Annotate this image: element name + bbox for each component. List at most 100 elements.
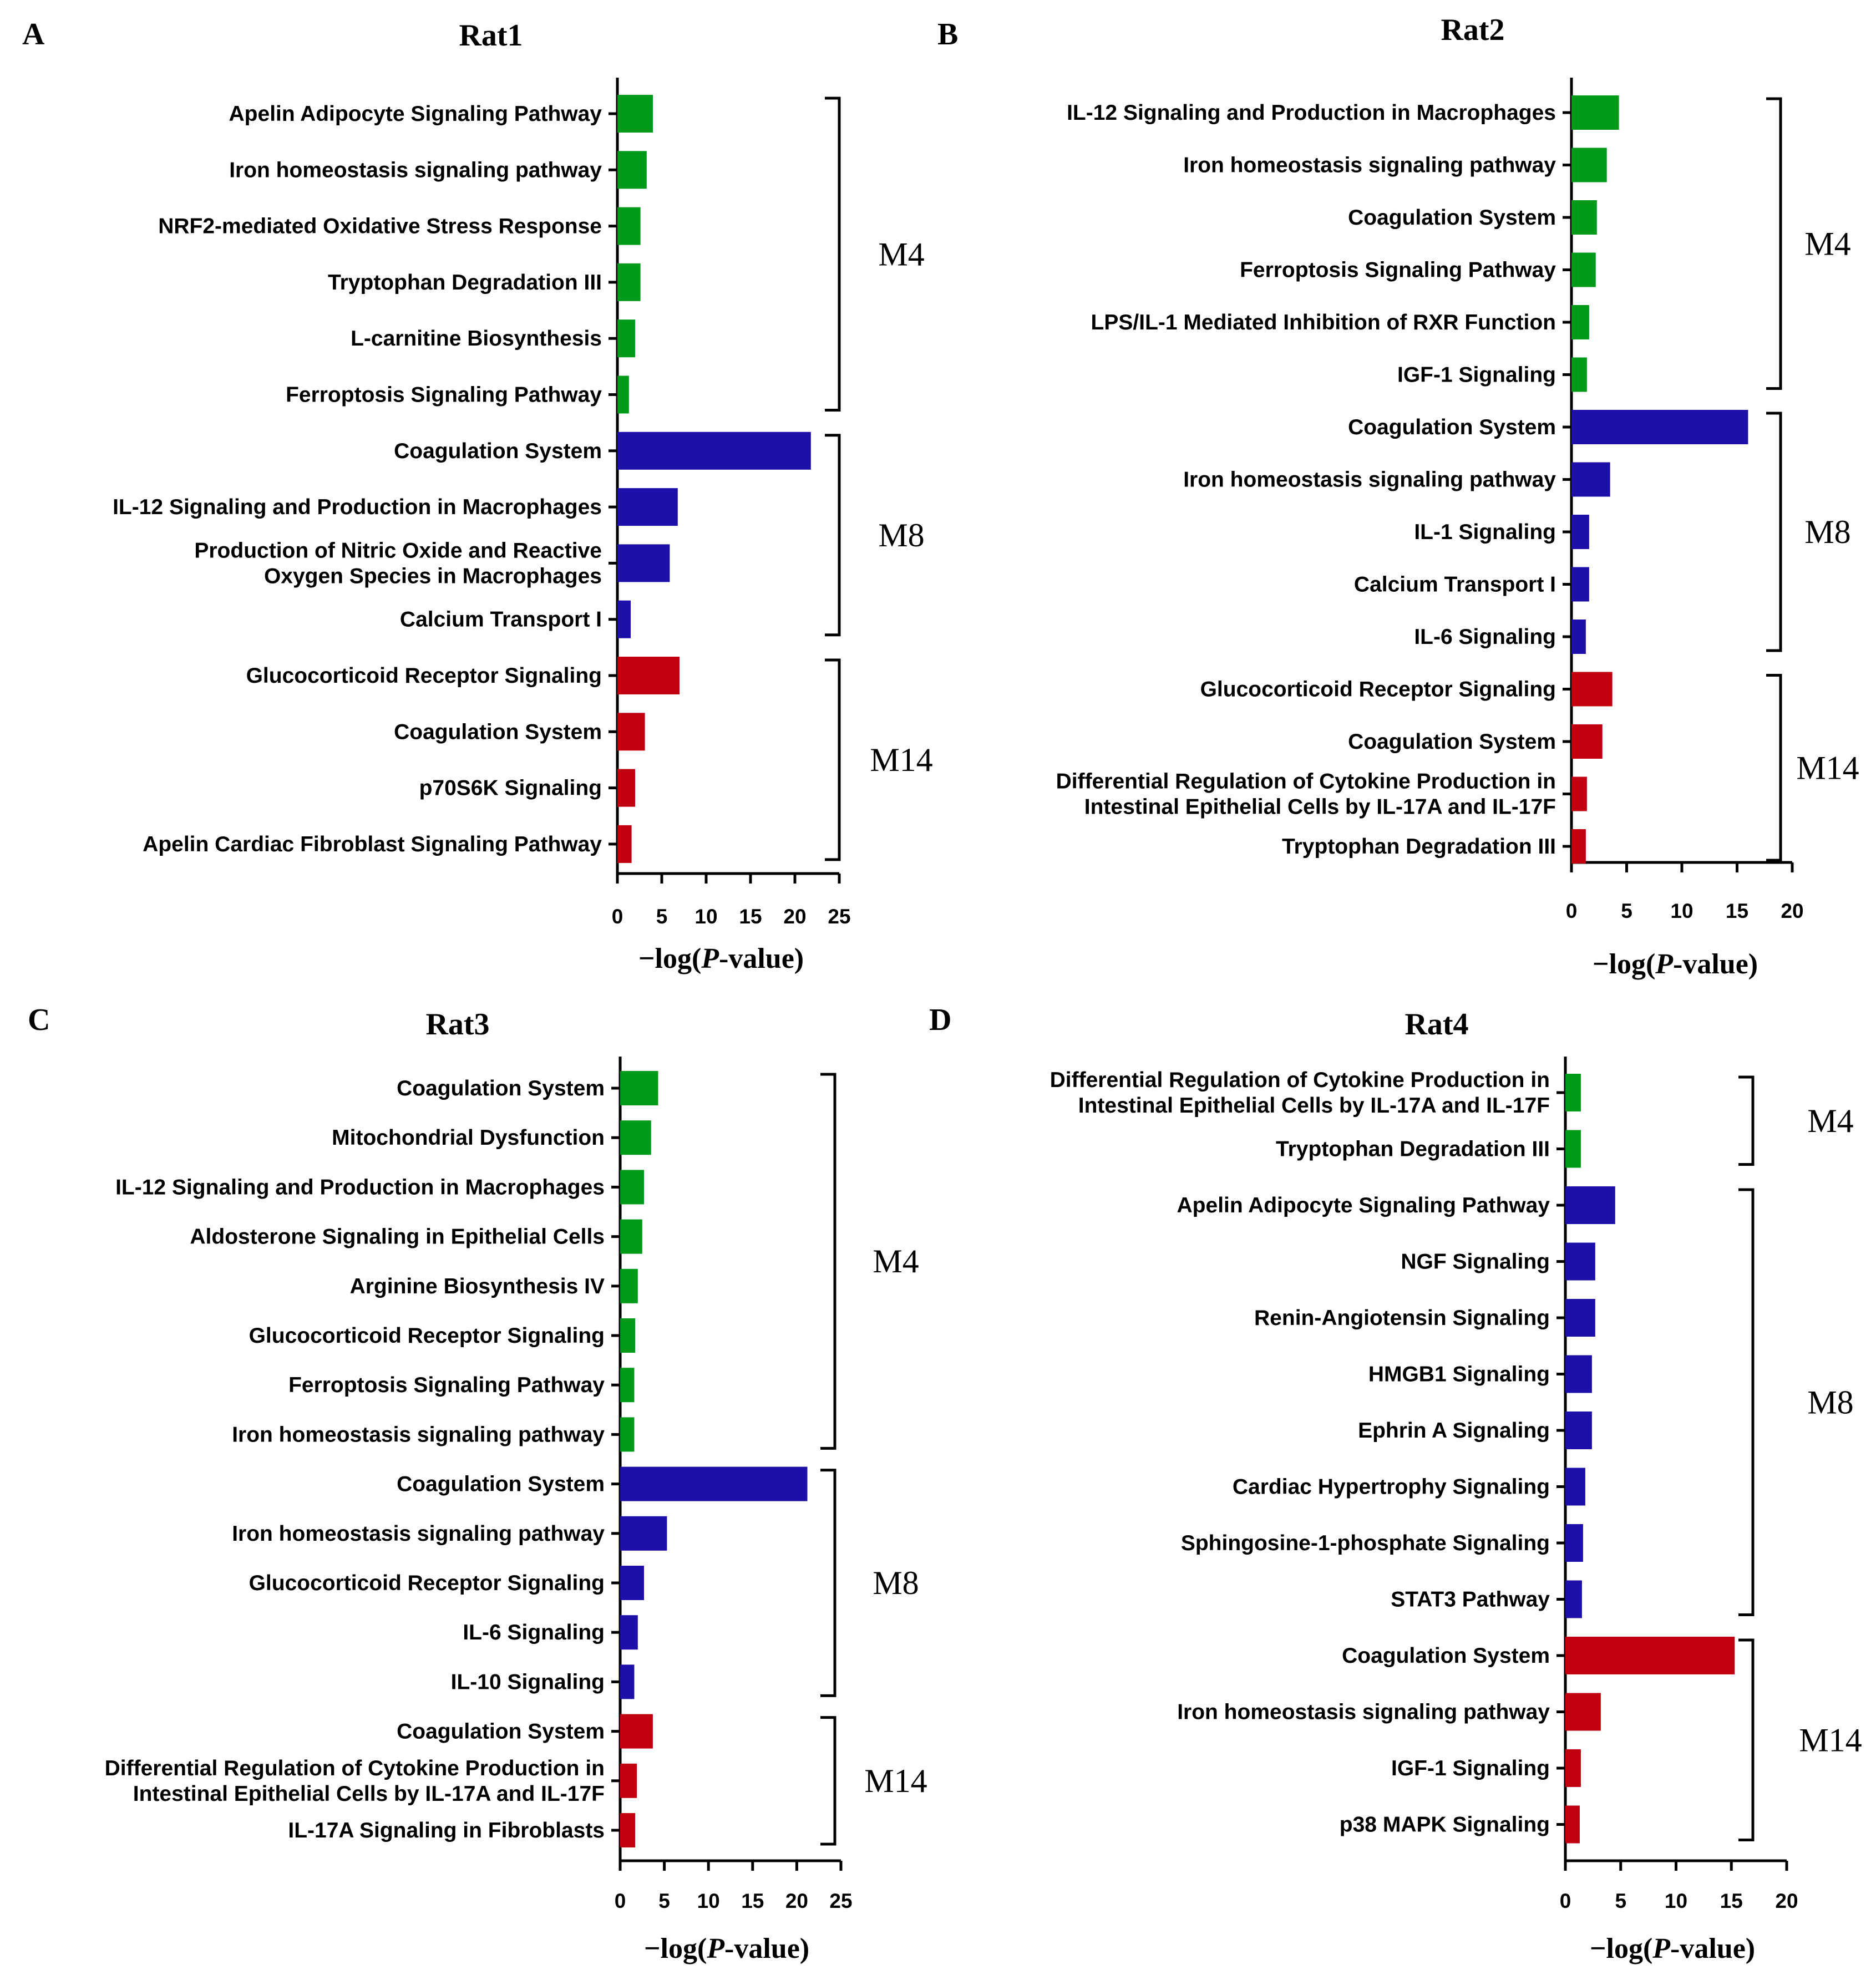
category-label: Calcium Transport I bbox=[1354, 573, 1556, 597]
bar-m14 bbox=[620, 1813, 636, 1847]
module-bracket bbox=[1766, 97, 1782, 390]
bar-m14 bbox=[1565, 1693, 1601, 1731]
x-axis-label: −log(P-value) bbox=[644, 1933, 809, 1964]
category-label: IL-10 Signaling bbox=[451, 1670, 605, 1694]
module-label: M4 bbox=[873, 1243, 919, 1280]
category-label: IL-12 Signaling and Production in Macrop… bbox=[113, 495, 602, 519]
category-label: p70S6K Signaling bbox=[419, 776, 602, 800]
category-label: L-carnitine Biosynthesis bbox=[351, 327, 602, 351]
x-axis-label: −log(P-value) bbox=[1593, 948, 1758, 980]
category-label: NRF2-mediated Oxidative Stress Response bbox=[158, 215, 602, 238]
bar-m4 bbox=[1571, 95, 1619, 130]
module-bracket bbox=[825, 97, 841, 412]
x-tick-label: 15 bbox=[741, 1890, 764, 1912]
category-label: Apelin Adipocyte Signaling Pathway bbox=[1177, 1194, 1550, 1217]
bar-m8 bbox=[1565, 1580, 1582, 1618]
x-tick-label: 5 bbox=[1621, 900, 1632, 922]
category-label: Glucocorticoid Receptor Signaling bbox=[246, 664, 602, 688]
module-bracket bbox=[1766, 412, 1782, 652]
category-label: Iron homeostasis signaling pathway bbox=[1183, 154, 1556, 177]
x-tick-label: 0 bbox=[1560, 1890, 1571, 1912]
x-tick-label: 0 bbox=[1566, 900, 1578, 922]
category-label: Sphingosine-1-phosphate Signaling bbox=[1181, 1531, 1550, 1555]
bar-m8 bbox=[617, 488, 678, 526]
module-label: M4 bbox=[1804, 225, 1850, 262]
category-label: Apelin Cardiac Fibroblast Signaling Path… bbox=[143, 832, 602, 856]
x-tick-label: 5 bbox=[658, 1890, 670, 1912]
category-label: Mitochondrial Dysfunction bbox=[332, 1126, 605, 1150]
bar-m8 bbox=[1571, 515, 1589, 549]
bar-m4 bbox=[620, 1170, 644, 1205]
module-label: M14 bbox=[870, 742, 932, 778]
category-label: Glucocorticoid Receptor Signaling bbox=[1200, 678, 1556, 702]
x-tick-label: 20 bbox=[783, 905, 806, 928]
chart-title: Rat2 bbox=[1441, 13, 1504, 47]
category-label: Iron homeostasis signaling pathway bbox=[1177, 1700, 1550, 1724]
bar-m4 bbox=[1571, 252, 1596, 287]
bar-m8 bbox=[1571, 620, 1586, 654]
category-label: Production of Nitric Oxide and Reactive O… bbox=[194, 539, 602, 588]
bar-m4 bbox=[620, 1368, 635, 1403]
category-label: Iron homeostasis signaling pathway bbox=[232, 1423, 605, 1446]
bar-m8 bbox=[1571, 567, 1589, 602]
chart-title: Rat3 bbox=[425, 1007, 489, 1042]
panel-letter: A bbox=[22, 17, 45, 52]
panel-c: C Rat3 0 5 10 15 20 25 −log(P-value) Coagulation … bbox=[28, 1003, 927, 1964]
module-label: M8 bbox=[873, 1565, 919, 1601]
category-label: Apelin Adipocyte Signaling Pathway bbox=[229, 102, 602, 126]
category-label: Differential Regulation of Cytokine Prod… bbox=[105, 1756, 605, 1806]
category-label: Differential Regulation of Cytokine Prod… bbox=[1050, 1068, 1550, 1118]
bar-m4 bbox=[617, 207, 641, 245]
category-label: Coagulation System bbox=[1348, 415, 1556, 439]
bar-m14 bbox=[617, 769, 635, 807]
bar-m4 bbox=[617, 319, 635, 358]
bar-m8 bbox=[1565, 1355, 1592, 1393]
panel-b: B Rat2 0 5 10 15 20 −log(P-value) IL-12 Signalin… bbox=[937, 13, 1859, 980]
bar-m8 bbox=[617, 600, 631, 638]
bar-m8 bbox=[620, 1664, 635, 1699]
bar-m8 bbox=[1571, 462, 1610, 497]
x-tick-label: 20 bbox=[785, 1890, 808, 1912]
bar-m4 bbox=[620, 1318, 636, 1353]
bar-m14 bbox=[1565, 1749, 1581, 1787]
category-label: Coagulation System bbox=[397, 1720, 605, 1744]
x-tick-label: 25 bbox=[829, 1890, 852, 1912]
category-label: Tryptophan Degradation III bbox=[1282, 835, 1556, 859]
module-bracket bbox=[825, 658, 841, 861]
bar-m8 bbox=[1565, 1524, 1583, 1562]
bar-m8 bbox=[1565, 1468, 1585, 1506]
category-label: IL-6 Signaling bbox=[463, 1621, 605, 1644]
panel-a: A Rat1 0 5 10 15 20 25 −log(P-value) Apelin Adipo… bbox=[22, 17, 933, 974]
category-label: HMGB1 Signaling bbox=[1368, 1363, 1550, 1387]
bar-m4 bbox=[1571, 200, 1597, 235]
x-tick-label: 15 bbox=[1720, 1890, 1743, 1912]
bar-m14 bbox=[620, 1763, 637, 1798]
bar-m14 bbox=[1565, 1805, 1580, 1844]
bar-m4 bbox=[1565, 1130, 1581, 1168]
bar-m14 bbox=[617, 657, 680, 694]
module-label: M8 bbox=[1807, 1384, 1853, 1420]
module-label: M4 bbox=[878, 236, 924, 272]
module-bracket bbox=[820, 1716, 836, 1846]
category-label: Ferroptosis Signaling Pathway bbox=[1240, 258, 1556, 282]
category-label: Calcium Transport I bbox=[400, 608, 602, 632]
x-tick-label: 10 bbox=[694, 905, 717, 928]
bar-m4 bbox=[617, 151, 647, 189]
bar-m4 bbox=[620, 1417, 635, 1452]
module-bracket bbox=[1738, 1075, 1755, 1166]
module-label: M14 bbox=[864, 1763, 927, 1799]
x-tick-label: 0 bbox=[615, 1890, 626, 1912]
category-label: IL-17A Signaling in Fibroblasts bbox=[288, 1819, 605, 1842]
bar-m4 bbox=[1565, 1074, 1581, 1111]
category-label: Differential Regulation of Cytokine Prod… bbox=[1056, 770, 1556, 819]
bar-m8 bbox=[620, 1566, 644, 1600]
module-label: M14 bbox=[1796, 749, 1859, 786]
category-label: Cardiac Hypertrophy Signaling bbox=[1233, 1475, 1550, 1499]
x-tick-label: 20 bbox=[1781, 900, 1803, 922]
category-label: Tryptophan Degradation III bbox=[1276, 1138, 1550, 1161]
bar-m8 bbox=[620, 1466, 808, 1501]
x-tick-label: 10 bbox=[1665, 1890, 1687, 1912]
category-label: LPS/IL-1 Mediated Inhibition of RXR Func… bbox=[1091, 311, 1556, 334]
category-label: IGF-1 Signaling bbox=[1397, 363, 1556, 387]
